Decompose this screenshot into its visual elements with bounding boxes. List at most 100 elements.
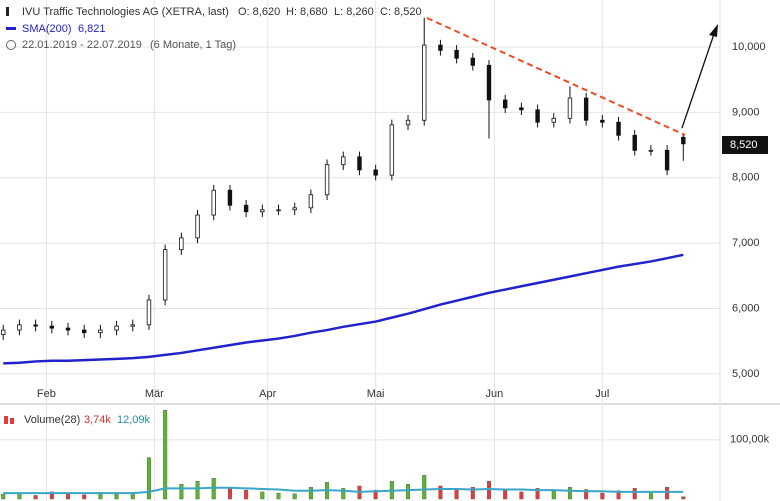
volume-bar: [195, 481, 200, 500]
y-tick-label: 8,000: [732, 172, 760, 184]
last-price-label: 8,520: [730, 139, 758, 151]
volume-bar: [292, 493, 297, 500]
candle-body: [567, 97, 573, 119]
chart-title: IVU Traffic Technologies AG (XETRA, last…: [22, 6, 229, 18]
volume-bar: [648, 491, 653, 500]
clock-icon: [6, 40, 16, 50]
x-tick-label: Apr: [259, 388, 276, 400]
candle-body: [486, 64, 492, 101]
candle-body: [260, 209, 265, 213]
volume-bar: [308, 486, 313, 500]
grid: [0, 0, 720, 501]
x-tick-label: Jun: [486, 388, 504, 400]
y-tick-label: 100,00k: [730, 434, 770, 446]
y-tick-label: 7,000: [732, 237, 760, 249]
trend-line: [426, 17, 686, 136]
candle-body: [632, 134, 637, 151]
candle-body: [551, 117, 556, 123]
y-tick-label: 9,000: [732, 106, 760, 118]
ohlc-label: L: 8,260: [334, 6, 374, 18]
volume-bar: [114, 494, 119, 500]
x-tick-label: Mai: [367, 388, 385, 400]
candle-body: [422, 44, 427, 121]
candle-body: [373, 169, 378, 176]
volume-bar: [260, 491, 265, 500]
volume-bar: [632, 488, 637, 500]
candle-body: [583, 97, 589, 121]
volume-bar: [519, 491, 524, 500]
volume-bar: [600, 492, 605, 500]
x-tick-label: Mär: [145, 388, 164, 400]
candle-body: [341, 156, 346, 166]
candle-body: [519, 107, 524, 111]
volume-bar: [616, 490, 621, 500]
candle-body: [146, 299, 152, 326]
volume-bar: [567, 486, 572, 500]
legend-label: SMA(200): [22, 23, 72, 35]
sma-line: [3, 253, 684, 365]
volume-bar: [341, 488, 346, 500]
x-tick-label: Feb: [37, 388, 56, 400]
candle-body: [276, 209, 281, 212]
candle-body: [65, 327, 71, 331]
volume-bar: [535, 488, 540, 500]
candle-body: [195, 214, 200, 239]
candle-body: [405, 119, 411, 126]
candle-body: [389, 124, 395, 176]
volume-bar: [665, 486, 670, 500]
ohlc-label: H: 8,680: [286, 6, 328, 18]
volume-bar: [470, 486, 475, 500]
candle-body: [114, 325, 119, 331]
candle-body: [17, 324, 22, 331]
volume-bar: [584, 489, 589, 500]
candle-body: [535, 109, 540, 123]
candle-body: [648, 149, 654, 152]
candle-body: [308, 194, 314, 209]
volume-label: Volume(28): [24, 414, 80, 426]
volume-bar: [551, 490, 556, 500]
volume-icon: [4, 416, 8, 424]
candle-body: [600, 119, 605, 123]
volume-bar: [422, 475, 427, 500]
volume-bar: [33, 495, 38, 500]
candle-body: [664, 149, 670, 171]
volume-bar: [1, 494, 6, 500]
arrow-head: [709, 24, 718, 37]
legend-icon: [6, 7, 9, 16]
legend-swatch: [6, 27, 16, 30]
ohlc-label: O: 8,620: [238, 6, 280, 18]
volume-bar: [373, 489, 378, 500]
volume-bar: [486, 481, 491, 500]
volume-bar: [438, 485, 443, 500]
legend-value: 6,821: [78, 23, 106, 35]
volume-bar: [49, 491, 54, 500]
candle-body: [49, 325, 55, 329]
candle-body: [1, 329, 6, 336]
candle-body: [243, 204, 249, 213]
candle-body: [681, 136, 686, 145]
volume-ma-value: 12,09k: [117, 414, 151, 426]
volume-ma-line: [3, 486, 684, 495]
period-note: (6 Monate, 1 Tag): [150, 39, 236, 51]
candle-body: [227, 189, 233, 206]
volume-bar: [503, 489, 508, 500]
candle-body: [211, 189, 216, 216]
volume-bar: [146, 457, 151, 500]
candle-body: [162, 249, 168, 301]
y-tick-label: 6,000: [732, 302, 760, 314]
volume-bar: [244, 489, 249, 500]
candle-body: [292, 207, 297, 211]
marks: [1, 17, 686, 500]
x-tick-label: Jul: [595, 388, 609, 400]
volume-bar: [179, 484, 184, 500]
volume-value: 3,74k: [84, 414, 111, 426]
y-tick-label: 5,000: [732, 368, 760, 380]
candle-body: [616, 121, 621, 136]
volume-bar: [227, 486, 232, 500]
candle-body: [33, 324, 38, 327]
candle-body: [98, 329, 103, 334]
volume-icon: [10, 418, 14, 424]
y-tick-label: 10,000: [732, 41, 766, 53]
